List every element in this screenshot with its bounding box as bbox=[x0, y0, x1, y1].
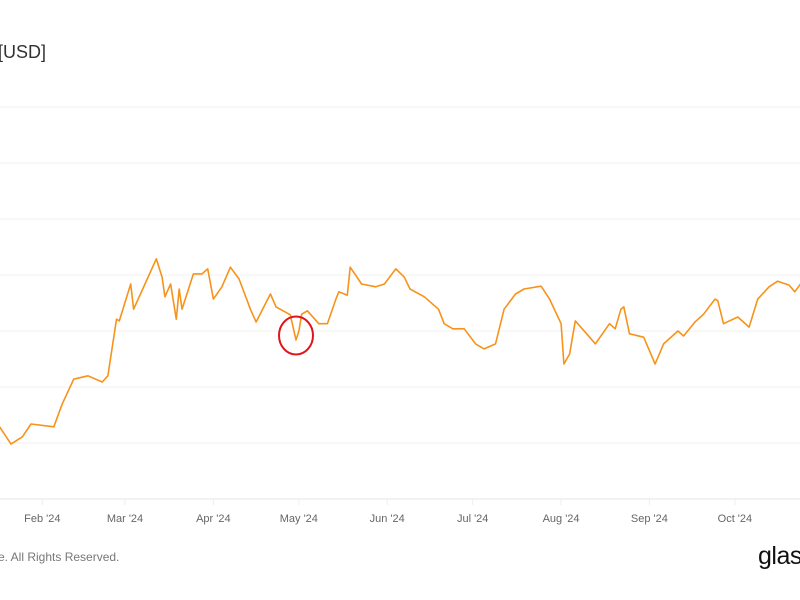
x-tick-label: Jun '24 bbox=[370, 513, 405, 525]
series-line bbox=[0, 258, 800, 445]
grid-lines bbox=[0, 106, 800, 500]
glassnode-logo: glas bbox=[758, 542, 800, 570]
x-tick-label: Aug '24 bbox=[543, 513, 580, 525]
x-axis: Feb '24 Mar '24 Apr '24 May '24 Jun '24 Jul '… bbox=[24, 499, 753, 525]
annotation-circle bbox=[278, 315, 314, 356]
x-tick-label: Oct '24 bbox=[718, 513, 753, 525]
chart-title: [USD] bbox=[0, 42, 47, 62]
x-tick-label: Sep '24 bbox=[631, 513, 668, 525]
x-tick-label: Jul '24 bbox=[457, 513, 488, 525]
x-tick-label: Apr '24 bbox=[196, 513, 231, 525]
x-tick-label: Mar '24 bbox=[107, 513, 143, 525]
x-tick-label: May '24 bbox=[280, 513, 318, 525]
copyright-text: e. All Rights Reserved. bbox=[0, 550, 120, 564]
x-tick-label: Feb '24 bbox=[24, 513, 60, 525]
